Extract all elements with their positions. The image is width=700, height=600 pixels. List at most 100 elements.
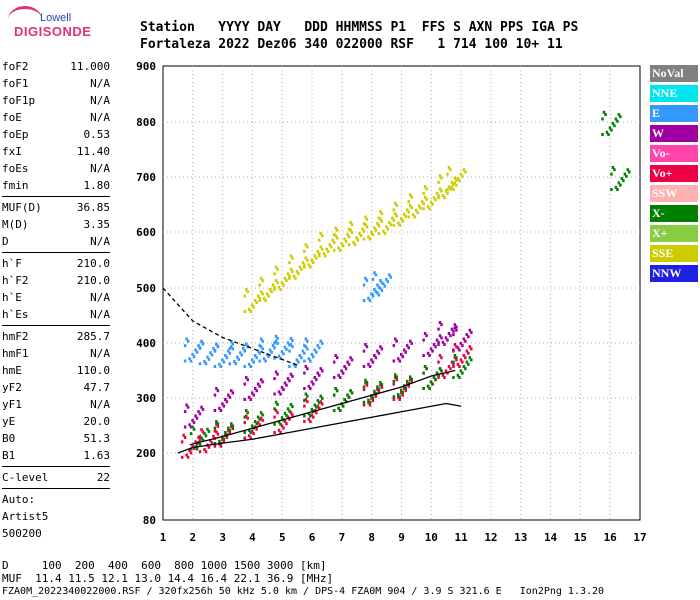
data-point [459, 341, 463, 345]
data-point [446, 338, 449, 342]
data-point [300, 267, 303, 271]
data-point [276, 281, 279, 285]
y-tick-label: 600 [136, 226, 156, 239]
data-point [450, 180, 454, 184]
param-name: foF2 [2, 60, 29, 73]
data-point [197, 410, 200, 414]
data-point [453, 181, 457, 185]
data-point [212, 434, 215, 438]
data-point [282, 283, 285, 287]
data-point [426, 351, 430, 355]
data-point [216, 422, 220, 426]
data-point [301, 349, 305, 353]
data-point [407, 215, 410, 219]
data-point [447, 166, 451, 169]
data-point [465, 349, 469, 353]
data-point [259, 337, 263, 341]
data-point [449, 168, 452, 172]
data-point [227, 393, 230, 397]
data-point [379, 380, 382, 384]
data-point [344, 367, 348, 371]
data-point [191, 352, 194, 356]
data-point [303, 404, 306, 408]
data-point [203, 432, 206, 436]
data-point [321, 402, 324, 406]
data-point [434, 378, 437, 382]
data-point [221, 358, 224, 362]
data-point [191, 418, 194, 422]
data-point [316, 371, 320, 375]
data-point [259, 378, 263, 382]
data-point [438, 174, 442, 178]
data-point [370, 358, 373, 362]
legend-item: NoVal [650, 65, 698, 82]
data-point [303, 265, 306, 269]
data-point [185, 453, 188, 457]
param-row: h`Es N/A [2, 306, 110, 323]
data-point [405, 379, 409, 383]
param-row: yF2 47.7 [2, 379, 110, 396]
data-point [259, 416, 263, 420]
data-point [374, 273, 378, 277]
data-point [210, 353, 214, 357]
data-point [422, 191, 425, 195]
legend-item: NNE [650, 85, 698, 102]
data-point [277, 420, 281, 424]
data-point [309, 414, 312, 418]
x-tick-label: 13 [514, 531, 527, 544]
x-tick-label: 5 [279, 531, 286, 544]
data-point [408, 375, 412, 379]
data-point [611, 166, 615, 169]
data-point [219, 409, 223, 412]
data-point [440, 323, 443, 327]
data-point [198, 438, 202, 442]
data-point [297, 272, 300, 276]
data-point [262, 357, 266, 361]
data-point [362, 283, 366, 287]
data-point [364, 276, 367, 280]
data-point [273, 288, 276, 291]
param-row: hmF2 285.7 [2, 328, 110, 345]
data-point [428, 387, 431, 390]
data-point [441, 373, 445, 377]
data-point [215, 387, 218, 390]
data-point [213, 349, 217, 353]
divider [2, 488, 110, 489]
data-point [405, 382, 409, 386]
data-point [307, 412, 311, 416]
data-point [306, 394, 309, 398]
data-point [426, 384, 430, 388]
data-point [367, 398, 370, 402]
data-point [189, 447, 193, 451]
data-point [295, 358, 299, 362]
data-point [280, 416, 284, 420]
data-point [244, 288, 248, 291]
data-point [230, 422, 233, 426]
y-tick-label: 300 [136, 392, 156, 405]
data-point [371, 277, 375, 281]
data-point [180, 455, 184, 459]
data-point [273, 431, 276, 434]
data-point [343, 398, 346, 401]
data-point [362, 400, 366, 404]
data-point [410, 380, 413, 384]
data-point [273, 415, 276, 419]
data-point [459, 172, 463, 176]
data-point [338, 248, 342, 252]
data-point [347, 227, 351, 231]
param-name: D [2, 235, 9, 248]
data-point [398, 359, 402, 363]
data-point [611, 122, 615, 125]
data-point [362, 403, 366, 407]
data-point [446, 371, 449, 375]
data-point [280, 424, 284, 428]
data-point [365, 279, 369, 283]
data-point [337, 246, 340, 250]
param-name: h`E [2, 291, 22, 304]
data-point [461, 360, 464, 364]
data-point [468, 345, 472, 349]
data-point [300, 356, 303, 360]
data-point [347, 362, 351, 366]
data-point [222, 437, 226, 441]
